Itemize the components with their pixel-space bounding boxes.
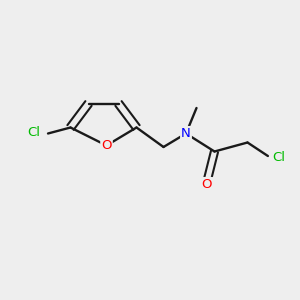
Text: N: N xyxy=(181,127,191,140)
Text: O: O xyxy=(101,139,112,152)
Text: O: O xyxy=(202,178,212,191)
Text: Cl: Cl xyxy=(27,125,40,139)
Text: Cl: Cl xyxy=(272,151,286,164)
